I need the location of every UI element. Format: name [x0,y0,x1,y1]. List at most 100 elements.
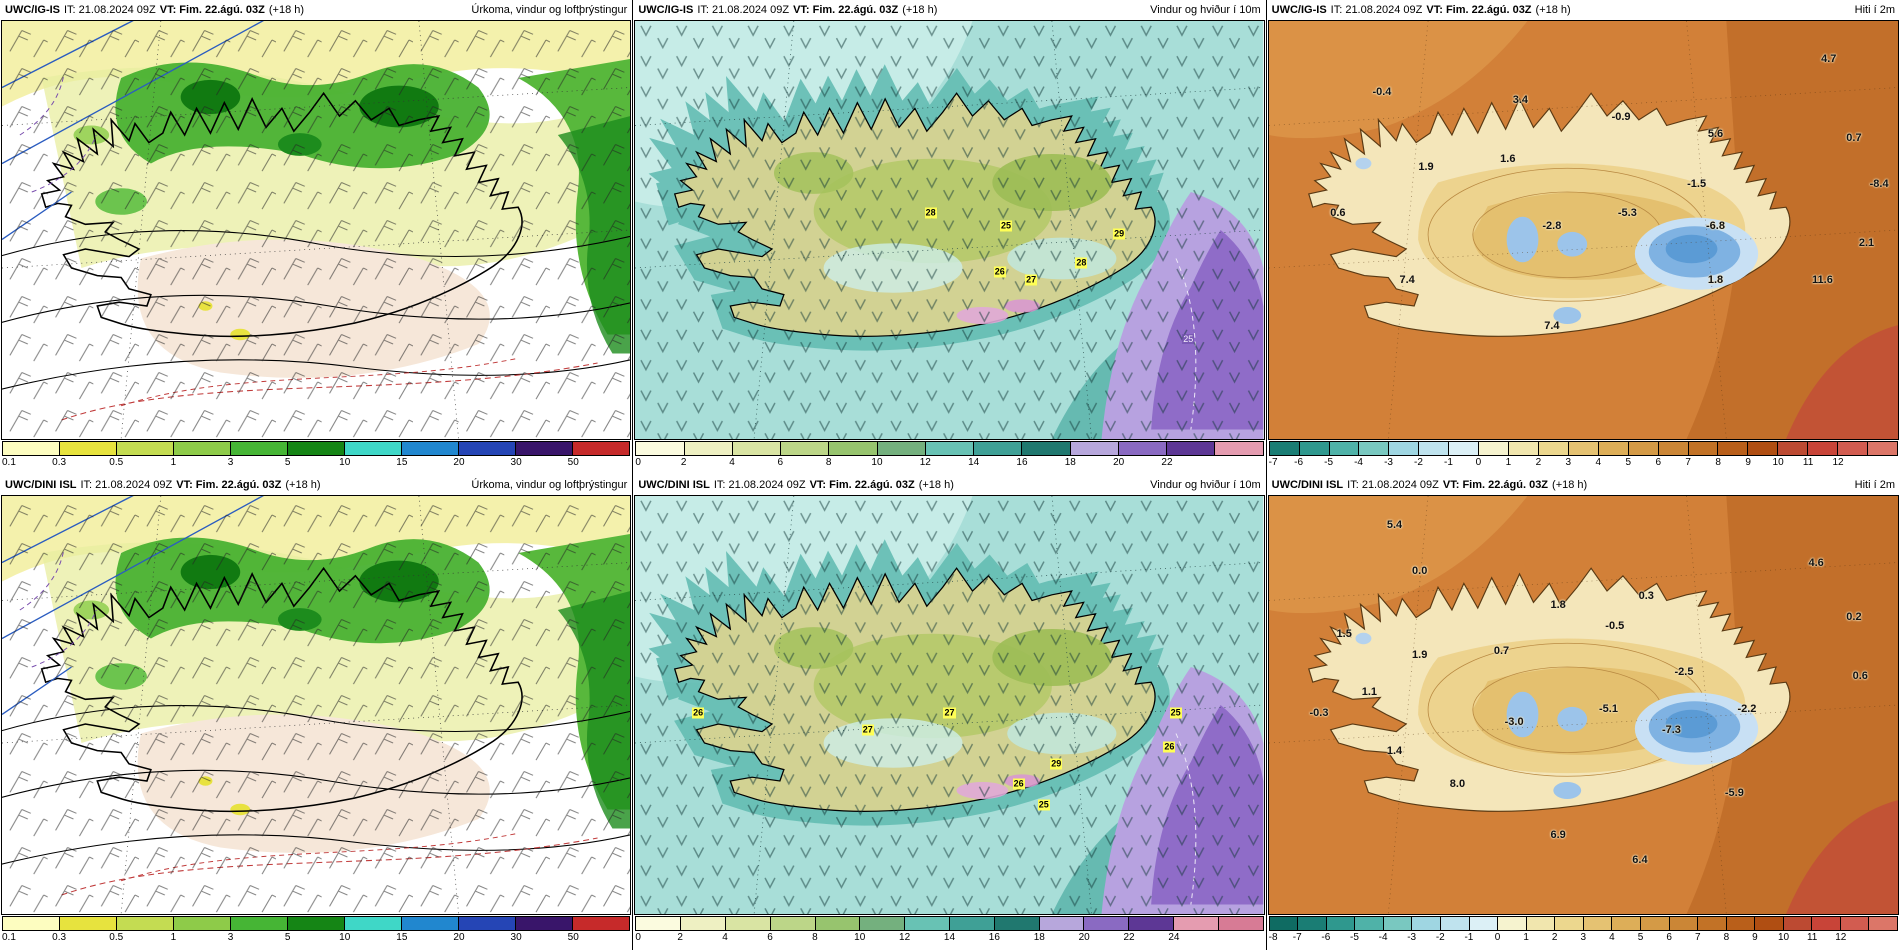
temp-value-label: 7.4 [1399,274,1415,287]
lead-time: (+18 h) [918,479,954,491]
annotation-layer [2,496,630,914]
temp-value-label: -0.4 [1372,86,1392,99]
colorbar-cell [1628,442,1659,455]
colorbar-cell [3,442,61,455]
annotation-layer: 26 27 27 25 26 29 26 25 [635,496,1263,914]
temp-value-label: 0.0 [1412,565,1428,578]
temp-value-label: -0.3 [1309,707,1329,720]
gust-value-label: 25 [1000,220,1013,232]
colorbar-tick-label: 12 [899,932,911,943]
colorbar-cell [636,442,685,455]
temp-value-label: 11.6 [1812,274,1833,287]
colorbar-tick-label: 0.1 [2,932,16,943]
colorbar-cell [1869,917,1898,930]
colorbar-cell [345,442,403,455]
colorbar-tick-label: -2 [1435,932,1445,943]
temp-value-label: -6.8 [1705,219,1725,232]
temp-value-label: 6.4 [1632,853,1648,866]
colorbar-cell [1022,442,1071,455]
temp-value-label: 0.6 [1330,207,1346,220]
annotation-layer: -0.4 3.4 -0.9 4.7 5.6 0.7 1.9 1.6 -1.5 -8.4 0.6 -2.… [1269,21,1898,439]
map-precipitation [1,20,632,440]
colorbar-tick-label: 0 [635,932,641,943]
colorbar: 0.1 0.3 0.5 1 3 5 10 15 20 30 50 [0,440,633,475]
colorbar-cell [925,442,975,455]
colorbar-cell [1498,917,1527,930]
colorbar-tick-label: 30 [510,932,522,943]
temp-value-label: -8.4 [1869,178,1889,191]
colorbar-cell [60,442,118,455]
colorbar-cell [402,917,460,930]
colorbar-cell [815,917,861,930]
colorbar-cell [1269,442,1300,455]
temp-value-label: 1.4 [1386,744,1403,757]
colorbar-tick-label: 0.3 [52,457,67,468]
colorbar-tick-label: 0.1 [2,457,16,468]
panel-precip-dini: UWC/DINI ISL IT: 21.08.2024 09Z VT: Fim. 2… [0,475,634,950]
temp-value-label: 0.3 [1638,590,1654,603]
colorbar-tick-label: 9 [1752,932,1758,943]
colorbar-tick-label: 14 [968,457,980,468]
temp-value-label: 1.9 [1418,161,1434,174]
colorbar-tick-label: 6 [1666,932,1672,943]
temp-value-label: -0.9 [1611,111,1631,124]
colorbar-tick-label: 30 [510,457,522,468]
colorbar-labels: -8 -7 -6 -5 -4 -3 -2 -1 0 1 2 3 4 5 6 7 8 9 10 11 12 [1269,931,1898,945]
valid-time: VT: Fim. 22.ágú. 03Z [1426,4,1532,16]
colorbar-cell [732,442,782,455]
temp-value-label: 1.6 [1500,152,1516,165]
colorbar-cell [1698,917,1727,930]
colorbar-cell [1441,917,1470,930]
temp-value-label: -5.9 [1724,786,1744,799]
colorbar-tick-label: 10 [1772,457,1784,468]
colorbar-cell [1174,917,1219,930]
colorbar-tick-label: -4 [1378,932,1388,943]
colorbar-cell [231,442,289,455]
colorbar-tick-label: -1 [1444,457,1453,468]
colorbar-cell [1808,442,1839,455]
map-temperature: 5.4 0.0 4.6 1.8 0.3 -0.5 0.2 1.5 1.9 0.7 -2.5 0.6 1.… [1267,495,1899,915]
contour-value-label: 25 [1182,333,1195,344]
temp-value-label: 1.1 [1361,686,1377,699]
colorbar-tick-label: 8 [1723,932,1730,943]
colorbar-cell [1748,442,1779,455]
colorbar-tick-label: 3 [227,457,234,468]
valid-time: VT: Fim. 22.ágú. 03Z [176,479,282,491]
colorbar-tick-label: 7 [1685,457,1691,468]
colorbar-cell [1167,442,1216,455]
temp-value-label: -1.5 [1687,178,1707,191]
colorbar-tick-label: 1 [170,932,177,943]
panel-title: Vindur og hviður í 10m [1150,4,1261,16]
colorbar-cells [2,441,631,456]
colorbar-cell [459,917,517,930]
map-temperature: -0.4 3.4 -0.9 4.7 5.6 0.7 1.9 1.6 -1.5 -8.4 0.6 -2.… [1267,20,1899,440]
colorbar-tick-label: 0.5 [109,932,124,943]
temp-value-label: -5.3 [1617,207,1637,220]
colorbar-tick-label: 16 [1016,457,1028,468]
panel-header: UWC/DINI ISL IT: 21.08.2024 09Z VT: Fim. 2… [633,475,1266,495]
temp-value-label: -2.8 [1542,219,1562,232]
colorbar-tick-label: 0 [1494,932,1501,943]
gust-value-label: 26 [993,266,1006,278]
colorbar-cell [573,442,630,455]
colorbar-cell [1218,917,1263,930]
colorbar-cell [1612,917,1641,930]
temp-value-label: 7.4 [1544,320,1560,333]
panel-header: UWC/IG-IS IT: 21.08.2024 09Z VT: Fim. 22.á… [633,0,1266,20]
temp-value-label: -5.1 [1599,703,1618,716]
colorbar-cell [770,917,816,930]
annotation-layer: 28 25 29 28 26 27 25 [635,21,1263,439]
colorbar-cell [1389,442,1420,455]
panel-header-left: UWC/DINI ISL IT: 21.08.2024 09Z VT: Fim. 2… [5,479,325,491]
temp-value-label: 0.6 [1852,669,1868,682]
colorbar-tick-label: 8 [1715,457,1721,468]
colorbar-tick-label: 20 [453,457,465,468]
colorbar-tick-label: 50 [567,457,579,468]
temp-value-label: 4.6 [1808,556,1824,569]
colorbar-cell [117,917,175,930]
colorbar-tick-label: -7 [1268,457,1278,468]
colorbar-tick-label: 4 [1609,932,1615,943]
colorbar-tick-label: 12 [1835,932,1847,943]
panel-temp-igis: UWC/IG-IS IT: 21.08.2024 09Z VT: Fim. 22.á… [1266,0,1900,475]
lead-time: (+18 h) [902,4,938,16]
